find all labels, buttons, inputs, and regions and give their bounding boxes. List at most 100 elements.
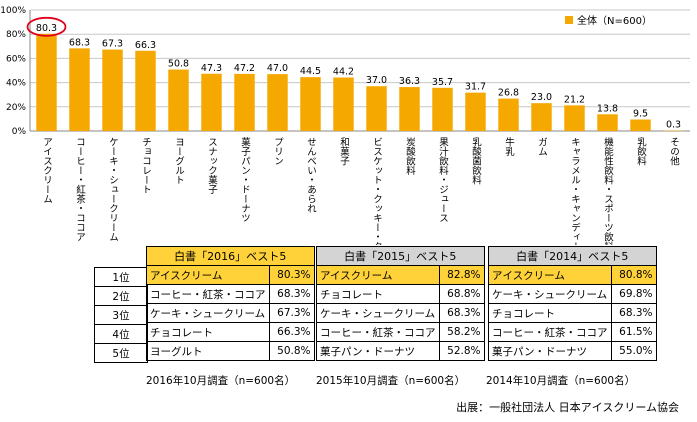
value-label: 35.7	[432, 77, 453, 88]
table-item: アイスクリーム	[488, 265, 612, 285]
x-tick-label: 乳飲料	[635, 136, 647, 166]
table-item: ケーキ・シュークリーム	[316, 303, 440, 323]
value-label: 44.5	[300, 66, 321, 77]
table-item: 菓子パン・ドーナツ	[488, 341, 612, 361]
x-tick-label: 菓子パン・ドーナツ	[239, 136, 251, 222]
x-tick-label: スナック菓子	[206, 137, 218, 194]
table-item: コーヒー・紅茶・ココア	[146, 284, 270, 304]
table-pct: 66.3%	[268, 322, 315, 342]
table-title: 白書「2014」ベスト5	[488, 246, 657, 266]
value-label: 44.2	[333, 67, 354, 78]
bar	[597, 114, 618, 131]
table-pct: 68.3%	[268, 284, 315, 304]
bar-chart: 0% 20% 40% 60% 80% 100% 80.3 アイスクリーム 68.3 コーヒー・紅茶…	[0, 6, 690, 245]
table-pct: 55.0%	[610, 341, 657, 361]
table-pct: 58.2%	[438, 322, 485, 342]
value-label: 68.3	[69, 37, 90, 48]
x-tick-label: せんべい・あられ	[305, 137, 317, 213]
value-label: 80.3	[36, 23, 57, 34]
table-item: アイスクリーム	[316, 265, 440, 285]
x-tick-label: 機能性飲料・スポーツ飲料	[602, 136, 614, 245]
bar	[267, 74, 288, 131]
x-tick-label: チョコレート	[140, 137, 151, 194]
table-item: ケーキ・シュークリーム	[146, 303, 270, 323]
value-label: 67.3	[102, 39, 123, 50]
table-item: チョコレート	[146, 322, 270, 342]
table-title: 白書「2016」ベスト5	[146, 246, 315, 266]
value-label: 50.8	[168, 59, 189, 70]
best5-table-2015: 白書「2015」ベスト5 アイスクリーム 82.8% チョコレート 68.8% ケー…	[316, 246, 485, 361]
table-pct: 67.3%	[268, 303, 315, 323]
highlight-circle	[26, 16, 67, 37]
table-item: ケーキ・シュークリーム	[488, 284, 612, 304]
x-tick-label: 炭酸飲料	[404, 137, 416, 176]
table-pct: 68.3%	[610, 303, 657, 323]
bar	[201, 73, 222, 131]
best5-table-2014: 白書「2014」ベスト5 アイスクリーム 80.8% ケーキ・シュークリーム 69.…	[488, 246, 657, 361]
bar	[465, 92, 486, 131]
rank-5: 5位	[94, 343, 148, 363]
table-title: 白書「2015」ベスト5	[316, 246, 485, 266]
table-pct: 82.8%	[438, 265, 485, 285]
bar	[333, 77, 354, 131]
x-tick-label: 乳酸菌飲料	[470, 136, 482, 185]
y-tick-label: 40%	[6, 79, 26, 89]
y-tick-label: 0%	[12, 127, 27, 137]
bar	[300, 77, 321, 131]
caption-2016: 2016年10月調査（n=600名）	[146, 375, 296, 387]
bar	[102, 49, 123, 131]
x-tick-label: ビスケット・クッキー・クラッカー	[371, 137, 383, 245]
x-tick-label: キャラメル・キャンディー	[569, 137, 581, 245]
rank-3: 3位	[94, 305, 148, 325]
y-tick-label: 20%	[6, 103, 26, 113]
bar	[135, 50, 156, 131]
rank-2: 2位	[94, 286, 148, 306]
bar	[234, 73, 255, 131]
bar	[366, 86, 387, 131]
x-tick-label: 牛乳	[503, 136, 515, 156]
table-item: 菓子パン・ドーナツ	[316, 341, 440, 361]
x-tick-label: 和菓子	[338, 137, 350, 166]
bar	[432, 87, 453, 131]
bar	[531, 103, 552, 131]
source-note: 出展：一般社団法人 日本アイスクリーム協会	[456, 401, 679, 414]
legend-swatch	[565, 15, 573, 24]
table-pct: 80.3%	[268, 265, 315, 285]
legend-label: 全体（N=600）	[577, 16, 652, 27]
caption-2014: 2014年10月調査（n=600名）	[486, 375, 636, 387]
bar	[564, 105, 585, 131]
value-label: 37.0	[366, 75, 387, 86]
y-tick-label: 60%	[6, 54, 26, 64]
y-tick-label: 80%	[6, 30, 26, 40]
table-pct: 61.5%	[610, 322, 657, 342]
table-pct: 68.3%	[438, 303, 485, 323]
table-item: チョコレート	[488, 303, 612, 323]
value-label: 66.3	[135, 40, 156, 51]
rank-4: 4位	[94, 324, 148, 344]
y-tick-label: 100%	[0, 6, 26, 16]
value-label: 21.2	[564, 94, 585, 105]
table-item: ヨーグルト	[146, 341, 270, 361]
best5-table-2016: 白書「2016」ベスト5 アイスクリーム 80.3% コーヒー・紅茶・ココア 68.…	[146, 246, 315, 361]
bar	[630, 119, 651, 131]
table-pct: 69.8%	[610, 284, 657, 304]
value-label: 31.7	[465, 82, 486, 93]
table-item: コーヒー・紅茶・ココア	[488, 322, 612, 342]
value-label: 47.0	[267, 63, 288, 74]
table-pct: 50.8%	[268, 341, 315, 361]
x-tick-label: アイスクリーム	[41, 137, 53, 204]
x-tick-label: ガム	[536, 137, 548, 156]
table-pct: 80.8%	[610, 265, 657, 285]
bar	[168, 69, 189, 131]
value-label: 9.5	[633, 109, 648, 120]
table-item: コーヒー・紅茶・ココア	[316, 322, 440, 342]
bar	[399, 87, 420, 131]
table-pct: 68.8%	[438, 284, 485, 304]
rank-1: 1位	[94, 267, 148, 287]
x-tick-label: ヨーグルト	[173, 137, 185, 185]
x-tick-label: コーヒー・紅茶・ココア	[74, 137, 86, 242]
bar	[498, 98, 519, 131]
value-label: 47.2	[234, 63, 255, 74]
chart-legend: 全体（N=600）	[565, 12, 652, 27]
x-tick-label: その他	[668, 137, 680, 166]
